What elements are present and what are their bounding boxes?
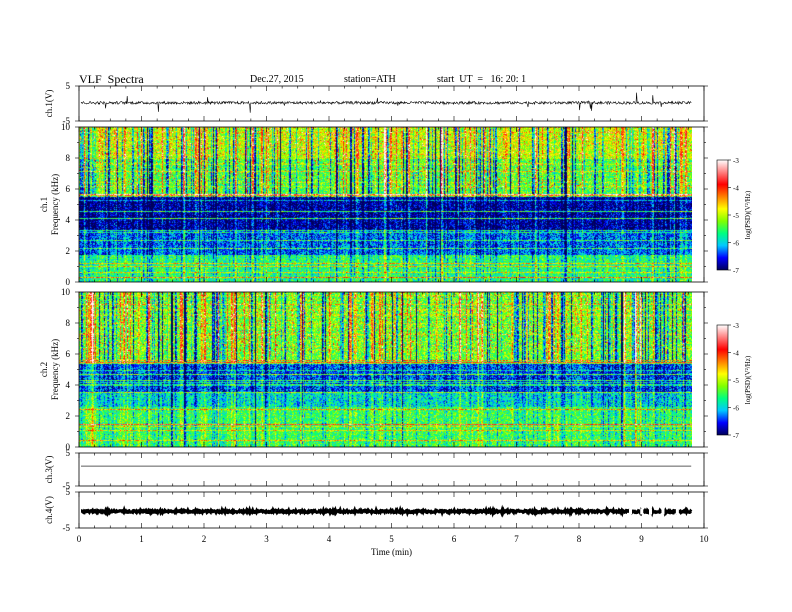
y-tick-label: 4 xyxy=(66,380,71,390)
colorbar-tick-label: -5 xyxy=(733,377,739,385)
x-axis-label: Time (min) xyxy=(371,547,412,557)
x-tick-label: 4 xyxy=(327,534,332,544)
x-tick-label: 6 xyxy=(452,534,457,544)
plot-station: station=ATH xyxy=(344,74,396,85)
colorbar-tick-label: -3 xyxy=(733,157,739,165)
colorbar-tick-label: -3 xyxy=(733,322,739,330)
colorbar-tick-label: -5 xyxy=(733,212,739,220)
spectrogram-image-ch2 xyxy=(79,292,692,447)
plot-date: Dec.27, 2015 xyxy=(250,74,304,85)
colorbar-ch2 xyxy=(716,324,729,436)
y-axis-label: ch.3(V) xyxy=(44,456,54,484)
colorbar-tick-label: -6 xyxy=(733,405,739,413)
y-axis-label-frequency: Frequency (kHz) xyxy=(50,339,60,400)
waveform-line-ch4 xyxy=(80,504,693,518)
y-tick-label: 10 xyxy=(61,122,71,132)
spectrogram-image-ch1 xyxy=(79,127,692,282)
waveform-gap xyxy=(640,508,644,515)
y-axis-label: ch.1(V) xyxy=(44,90,54,118)
plot-start-ut: start UT = 16: 20: 1 xyxy=(437,74,527,85)
colorbar-tick-label: -4 xyxy=(733,350,739,358)
y-tick-label: 2 xyxy=(66,246,71,256)
waveform-gap xyxy=(649,508,652,515)
waveform-gap xyxy=(629,508,632,515)
y-tick-label: 2 xyxy=(66,411,71,421)
y-axis-label: ch.2 xyxy=(39,362,49,377)
colorbar-tick-label: -6 xyxy=(733,240,739,248)
y-tick-label: 10 xyxy=(61,287,71,297)
y-tick-label: -5 xyxy=(63,116,71,126)
x-tick-label: 10 xyxy=(700,534,710,544)
y-tick-label: -5 xyxy=(63,523,71,533)
y-tick-label: 6 xyxy=(66,184,71,194)
waveform-line-ch1 xyxy=(80,92,692,113)
colorbar-tick-label: -7 xyxy=(733,432,739,440)
x-tick-label: 8 xyxy=(577,534,582,544)
y-tick-label: 0 xyxy=(66,277,71,287)
waveform-gap xyxy=(675,508,679,515)
x-tick-label: 1 xyxy=(139,534,144,544)
x-tick-label: 0 xyxy=(77,534,82,544)
y-axis-label: ch.1 xyxy=(39,197,49,212)
y-tick-label: 8 xyxy=(66,153,71,163)
x-tick-label: 9 xyxy=(639,534,644,544)
y-axis-label-frequency: Frequency (kHz) xyxy=(50,174,60,235)
x-tick-label: 2 xyxy=(202,534,207,544)
colorbar-tick-label: -4 xyxy=(733,185,739,193)
colorbar-tick-label: -7 xyxy=(733,267,739,275)
y-tick-label: 4 xyxy=(66,215,71,225)
y-tick-label: -5 xyxy=(63,481,71,491)
y-tick-label: 5 xyxy=(66,487,71,497)
x-tick-label: 5 xyxy=(389,534,394,544)
y-tick-label: 6 xyxy=(66,349,71,359)
y-tick-label: 8 xyxy=(66,318,71,328)
y-tick-label: 5 xyxy=(66,448,71,458)
colorbar-label: log(PSD)(V²/Hz) xyxy=(744,190,752,239)
plot-title: VLF Spectra xyxy=(79,72,144,86)
x-tick-label: 7 xyxy=(514,534,519,544)
colorbar-label: log(PSD)(V²/Hz) xyxy=(744,355,752,404)
x-tick-label: 3 xyxy=(264,534,269,544)
waveform-gap xyxy=(661,508,665,515)
y-tick-label: 0 xyxy=(66,442,71,452)
colorbar-ch1 xyxy=(716,159,729,271)
y-axis-label: ch.4(V) xyxy=(44,496,54,524)
y-tick-label: 5 xyxy=(66,81,71,91)
